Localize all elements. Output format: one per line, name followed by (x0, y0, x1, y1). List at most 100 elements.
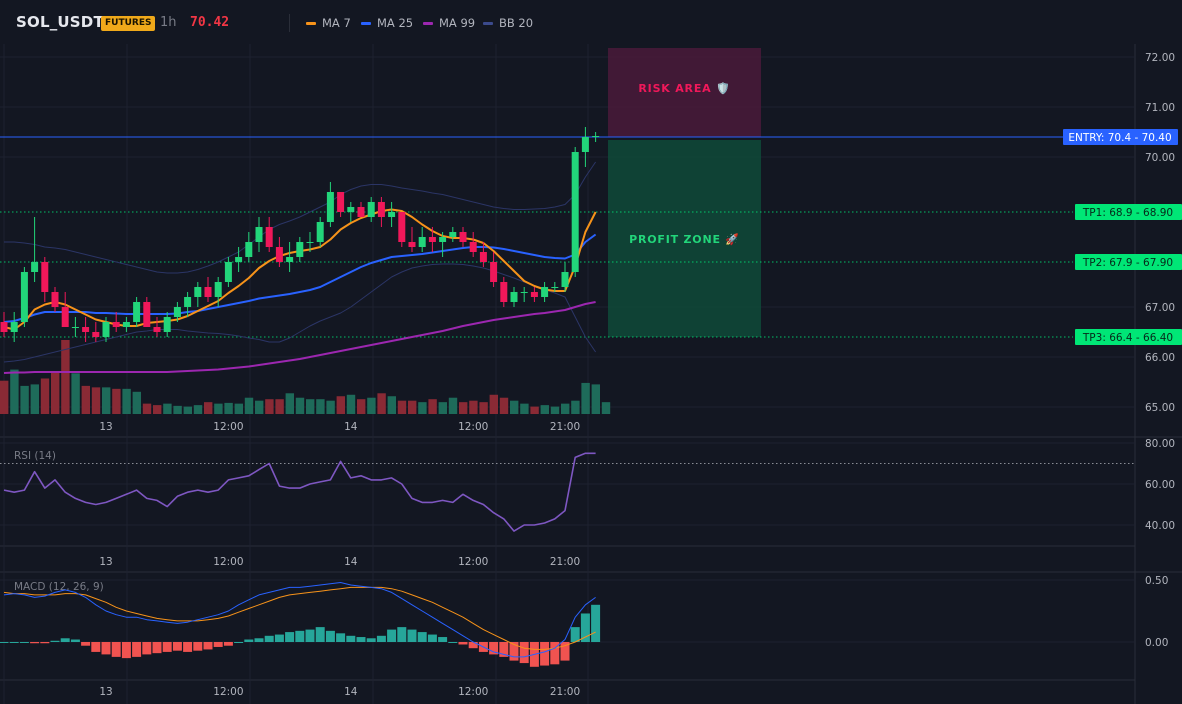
volume-bar (153, 405, 162, 414)
volume-bar (61, 340, 70, 414)
macd-histogram-bar (499, 642, 509, 657)
volume-bar (346, 394, 356, 414)
candle-body (418, 237, 426, 247)
macd-histogram-bar (570, 627, 580, 642)
volume-bar (408, 400, 417, 414)
volume-bar (377, 393, 386, 414)
price-axis-label: 71.00 (1145, 102, 1175, 114)
macd-histogram-bar (50, 640, 60, 642)
futures-badge: FUTURES (101, 16, 156, 31)
volume-bar (530, 406, 539, 414)
volume-bar (183, 406, 192, 414)
legend-bb20[interactable]: BB 20 (483, 16, 533, 30)
macd-histogram-bar (19, 642, 29, 643)
volume-bar (397, 400, 407, 414)
volume-bar (561, 403, 570, 414)
candle-body (428, 237, 436, 242)
macd-histogram-bar (172, 642, 182, 651)
volume-bar (275, 399, 284, 414)
entry-label: ENTRY: 70.4 - 70.40 (1068, 132, 1171, 144)
macd-histogram-bar (132, 642, 142, 657)
candle-body (449, 232, 457, 237)
candle-body (92, 332, 100, 337)
profit-zone-label: PROFIT ZONE 🚀 (629, 233, 740, 246)
price-axis-label: 65.00 (1145, 402, 1175, 414)
macd-title: MACD (12, 26, 9) (14, 581, 104, 593)
candle-body (10, 322, 18, 332)
candle-body (459, 232, 467, 242)
volume-bar (265, 399, 274, 414)
candle-body (541, 287, 549, 297)
volume-bar (163, 403, 172, 414)
macd-histogram-bar (305, 629, 315, 642)
candle-body (41, 262, 49, 292)
volume-bar (255, 400, 264, 414)
candle-body (153, 327, 161, 332)
header-divider (289, 14, 290, 32)
volume-bar (244, 397, 254, 414)
macd-histogram-bar (397, 627, 407, 642)
volume-bar (469, 400, 478, 414)
volume-bar (173, 405, 182, 414)
candle-body (347, 207, 355, 212)
candle-body (173, 307, 181, 317)
risk-zone-label: RISK AREA 🛡️ (638, 82, 730, 95)
legend-ma99[interactable]: MA 99 (423, 16, 475, 30)
time-axis-label: 14 (344, 556, 358, 568)
volume-bar (112, 388, 121, 414)
volume-bar (540, 405, 549, 414)
time-axis-label: 12:00 (458, 556, 488, 568)
legend-ma25[interactable]: MA 25 (361, 16, 413, 30)
macd-histogram-bar (244, 639, 254, 642)
candle-body (479, 252, 487, 262)
candle-body (551, 287, 559, 288)
macd-histogram-bar (70, 639, 80, 642)
time-axis-label: 13 (99, 686, 112, 698)
volume-bar (357, 399, 366, 414)
macd-histogram-bar (407, 629, 417, 642)
macd-histogram-bar (285, 632, 295, 642)
candle-body (235, 257, 243, 262)
macd-histogram-bar (387, 629, 397, 642)
take-profit-tag (1075, 204, 1182, 220)
macd-histogram-bar (203, 642, 213, 650)
macd-signal-line (3, 586, 596, 650)
macd-histogram-bar (509, 642, 519, 661)
volume-bar (418, 402, 427, 414)
candle-body (102, 322, 110, 337)
candle-body (163, 317, 171, 332)
time-axis-label: 12:00 (458, 686, 488, 698)
macd-histogram-bar (336, 633, 346, 642)
macd-histogram-bar (438, 637, 448, 642)
candle-body (122, 322, 130, 327)
price-axis-label: 66.00 (1145, 352, 1175, 364)
legend-ma7[interactable]: MA 7 (306, 16, 351, 30)
candle-body (530, 292, 538, 297)
candle-body (143, 302, 151, 327)
candle-body (51, 292, 59, 307)
volume-bar (387, 396, 396, 414)
rsi-axis-label: 40.00 (1145, 520, 1175, 532)
time-axis-label: 12:00 (213, 686, 243, 698)
take-profit-label: TP1: 68.9 - 68.90 (1082, 207, 1173, 219)
volume-bar (448, 397, 458, 414)
candle-body (0, 322, 8, 332)
macd-histogram-bar (121, 642, 131, 659)
candle-body (500, 282, 508, 302)
candle-body (337, 192, 345, 212)
macd-histogram-bar (264, 635, 274, 642)
candle-body (214, 282, 222, 297)
timeframe-selector[interactable]: 1h (160, 15, 177, 30)
volume-bar (295, 397, 305, 414)
bollinger-upper-band (4, 161, 597, 274)
candle-body (296, 242, 304, 257)
macd-axis-label: 0.50 (1145, 575, 1168, 587)
symbol-name[interactable]: SOL_USDT (16, 13, 104, 31)
candle-body (571, 152, 579, 272)
volume-bar (132, 391, 141, 414)
entry-tag (1063, 129, 1178, 145)
ma25-line (3, 233, 597, 323)
volume-bar (30, 384, 39, 414)
volume-bar (550, 406, 560, 414)
